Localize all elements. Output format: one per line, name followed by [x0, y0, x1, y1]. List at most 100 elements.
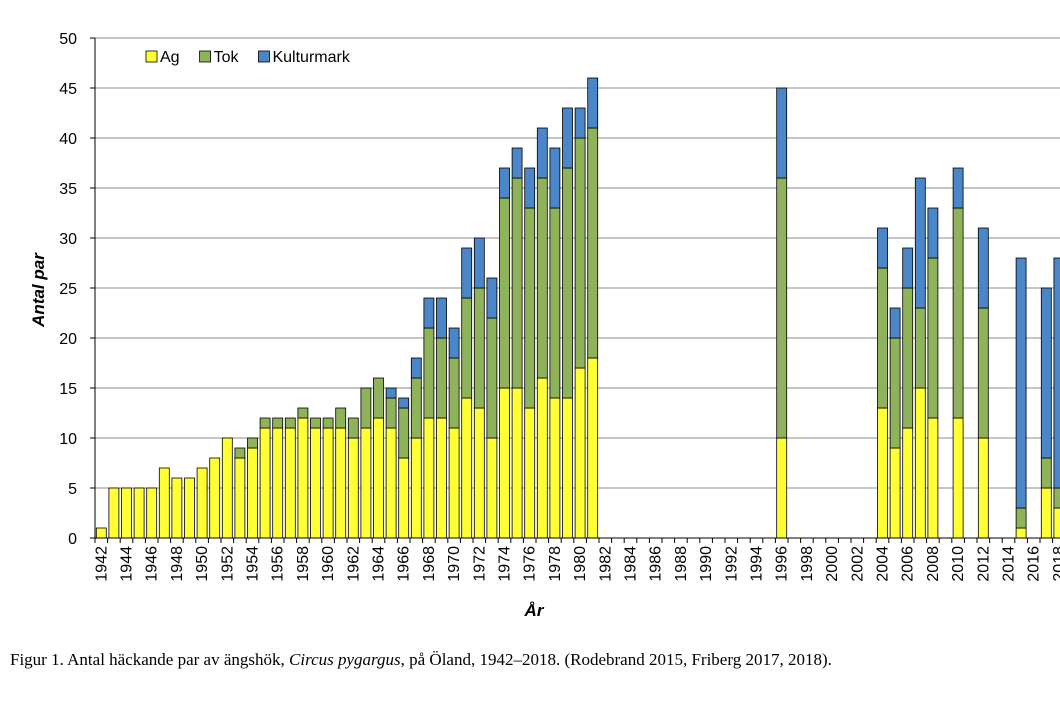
x-tick-label: 1952: [219, 546, 236, 582]
x-tick-label: 2016: [1026, 546, 1043, 582]
x-tick-label: 1984: [623, 546, 640, 582]
bar-segment-kulturmark: [889, 307, 901, 339]
bar-segment-kulturmark: [914, 177, 926, 309]
bar-segment-ag: [373, 417, 384, 539]
x-tick-label: 1996: [774, 546, 791, 582]
bar-segment-kulturmark: [499, 167, 510, 199]
x-tick-label: 1954: [245, 546, 262, 582]
bar-segment-ag: [473, 407, 485, 539]
caption-species: Circus pygargus: [289, 650, 401, 669]
x-tick-label: 1974: [497, 546, 514, 582]
x-tick-label: 1962: [345, 546, 362, 582]
bar-segment-ag: [247, 447, 258, 539]
x-tick-label: 1966: [396, 546, 413, 582]
bar-segment-ag: [335, 427, 347, 539]
bar-segment-ag: [221, 437, 233, 539]
bar-segment-tok: [247, 437, 258, 449]
bar-segment-tok: [297, 407, 309, 419]
x-tick-label: 1948: [169, 546, 186, 582]
bar-segment-kulturmark: [410, 357, 422, 379]
x-tick-label: 1964: [371, 546, 388, 582]
bar-segment-tok: [499, 197, 510, 389]
x-tick-label: 1998: [799, 546, 816, 582]
bar-segment-ag: [499, 387, 510, 539]
bar-segment-ag: [410, 437, 422, 539]
bar-segment-ag: [158, 467, 170, 539]
bar-segment-tok: [410, 377, 422, 439]
x-tick-label: 2014: [1001, 546, 1018, 582]
bar-segment-ag: [587, 357, 599, 539]
bar-segment-ag: [95, 527, 107, 539]
x-tick-label: 1976: [522, 546, 539, 582]
bar-segment-tok: [360, 387, 372, 429]
bar-segment-tok: [776, 177, 788, 439]
bar-segment-tok: [272, 417, 284, 429]
bar-segment-ag: [1015, 527, 1027, 539]
bar-segment-kulturmark: [574, 107, 586, 139]
bar-segment-kulturmark: [398, 397, 410, 409]
bar-segment-kulturmark: [486, 277, 498, 319]
bar-segment-tok: [562, 167, 573, 399]
bar-segment-kulturmark: [461, 247, 473, 299]
bar-segment-kulturmark: [977, 227, 989, 309]
bar-segment-kulturmark: [927, 207, 939, 259]
bar-segment-kulturmark: [549, 147, 561, 209]
bar-segment-kulturmark: [436, 297, 447, 339]
bar-segment-ag: [184, 477, 195, 539]
bar-segment-tok: [347, 417, 359, 439]
bar-segment-ag: [877, 407, 888, 539]
bar-segment-tok: [549, 207, 561, 399]
x-tick-label: 1950: [194, 546, 211, 582]
axes: 0 5 10 15 20 25 30 35 40 45 50 1942 1944 1946 1948 1950…: [59, 31, 1060, 582]
bar-segment-tok: [310, 417, 321, 429]
x-tick-label: 1988: [673, 546, 690, 582]
bar-segment-ag: [511, 387, 523, 539]
y-tick-label: 30: [59, 231, 77, 248]
x-tick-label: 2010: [950, 546, 967, 582]
y-tick-label: 20: [59, 331, 77, 348]
bar-segment-ag: [524, 407, 536, 539]
bar-segment-ag: [536, 377, 548, 539]
bar-segment-tok: [587, 127, 599, 359]
y-tick-label: 25: [59, 281, 77, 298]
bar-segment-tok: [461, 297, 473, 399]
bars: [95, 77, 1060, 539]
x-tick-label: 1978: [547, 546, 564, 582]
bar-segment-kulturmark: [902, 247, 914, 289]
y-tick-label: 40: [59, 131, 77, 148]
legend-swatch-kulturmark: [258, 50, 270, 63]
bar-segment-kulturmark: [1053, 257, 1060, 489]
x-tick-label: 2002: [849, 546, 866, 582]
bar-segment-tok: [511, 177, 523, 389]
bar-segment-tok: [1015, 507, 1027, 529]
bar-segment-kulturmark: [511, 147, 523, 179]
x-tick-label: 1986: [648, 546, 665, 582]
legend-label-tok: Tok: [214, 49, 240, 66]
x-tick-label: 1944: [119, 546, 136, 582]
bar-segment-ag: [889, 447, 901, 539]
bar-segment-tok: [284, 417, 296, 429]
bar-segment-ag: [952, 417, 964, 539]
bar-segment-ag: [196, 467, 208, 539]
y-tick-label: 15: [59, 381, 77, 398]
x-tick-label: 2012: [975, 546, 992, 582]
bar-segment-kulturmark: [524, 167, 536, 209]
bar-segment-tok: [574, 137, 586, 369]
y-tick-label: 45: [59, 81, 77, 98]
bar-segment-ag: [322, 427, 334, 539]
y-tick-label: 0: [68, 531, 77, 548]
bar-segment-ag: [171, 477, 183, 539]
bar-segment-ag: [146, 487, 158, 539]
x-tick-label: 2000: [824, 546, 841, 582]
legend-swatch-ag: [145, 50, 158, 63]
bar-segment-tok: [1053, 487, 1060, 509]
bar-segment-ag: [234, 457, 246, 539]
bar-segment-tok: [322, 417, 334, 429]
bar-segment-ag: [385, 427, 397, 539]
x-tick-label: 1980: [572, 546, 589, 582]
x-tick-label: 1968: [421, 546, 438, 582]
y-tick-label: 10: [59, 431, 77, 448]
x-tick-label: 2018: [1051, 546, 1060, 582]
bar-segment-tok: [486, 317, 498, 439]
